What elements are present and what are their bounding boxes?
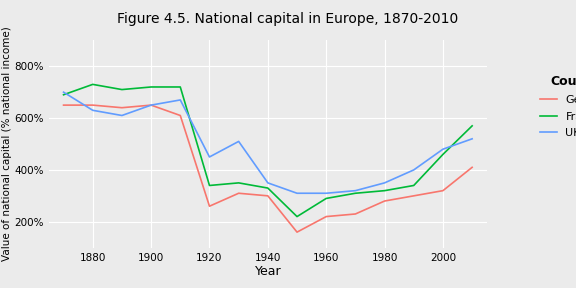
Y-axis label: Value of national capital (% national income): Value of national capital (% national in…: [2, 26, 12, 262]
Legend: Germany, France, UK: Germany, France, UK: [536, 71, 576, 143]
Text: Figure 4.5. National capital in Europe, 1870-2010: Figure 4.5. National capital in Europe, …: [118, 12, 458, 26]
X-axis label: Year: Year: [255, 265, 281, 278]
